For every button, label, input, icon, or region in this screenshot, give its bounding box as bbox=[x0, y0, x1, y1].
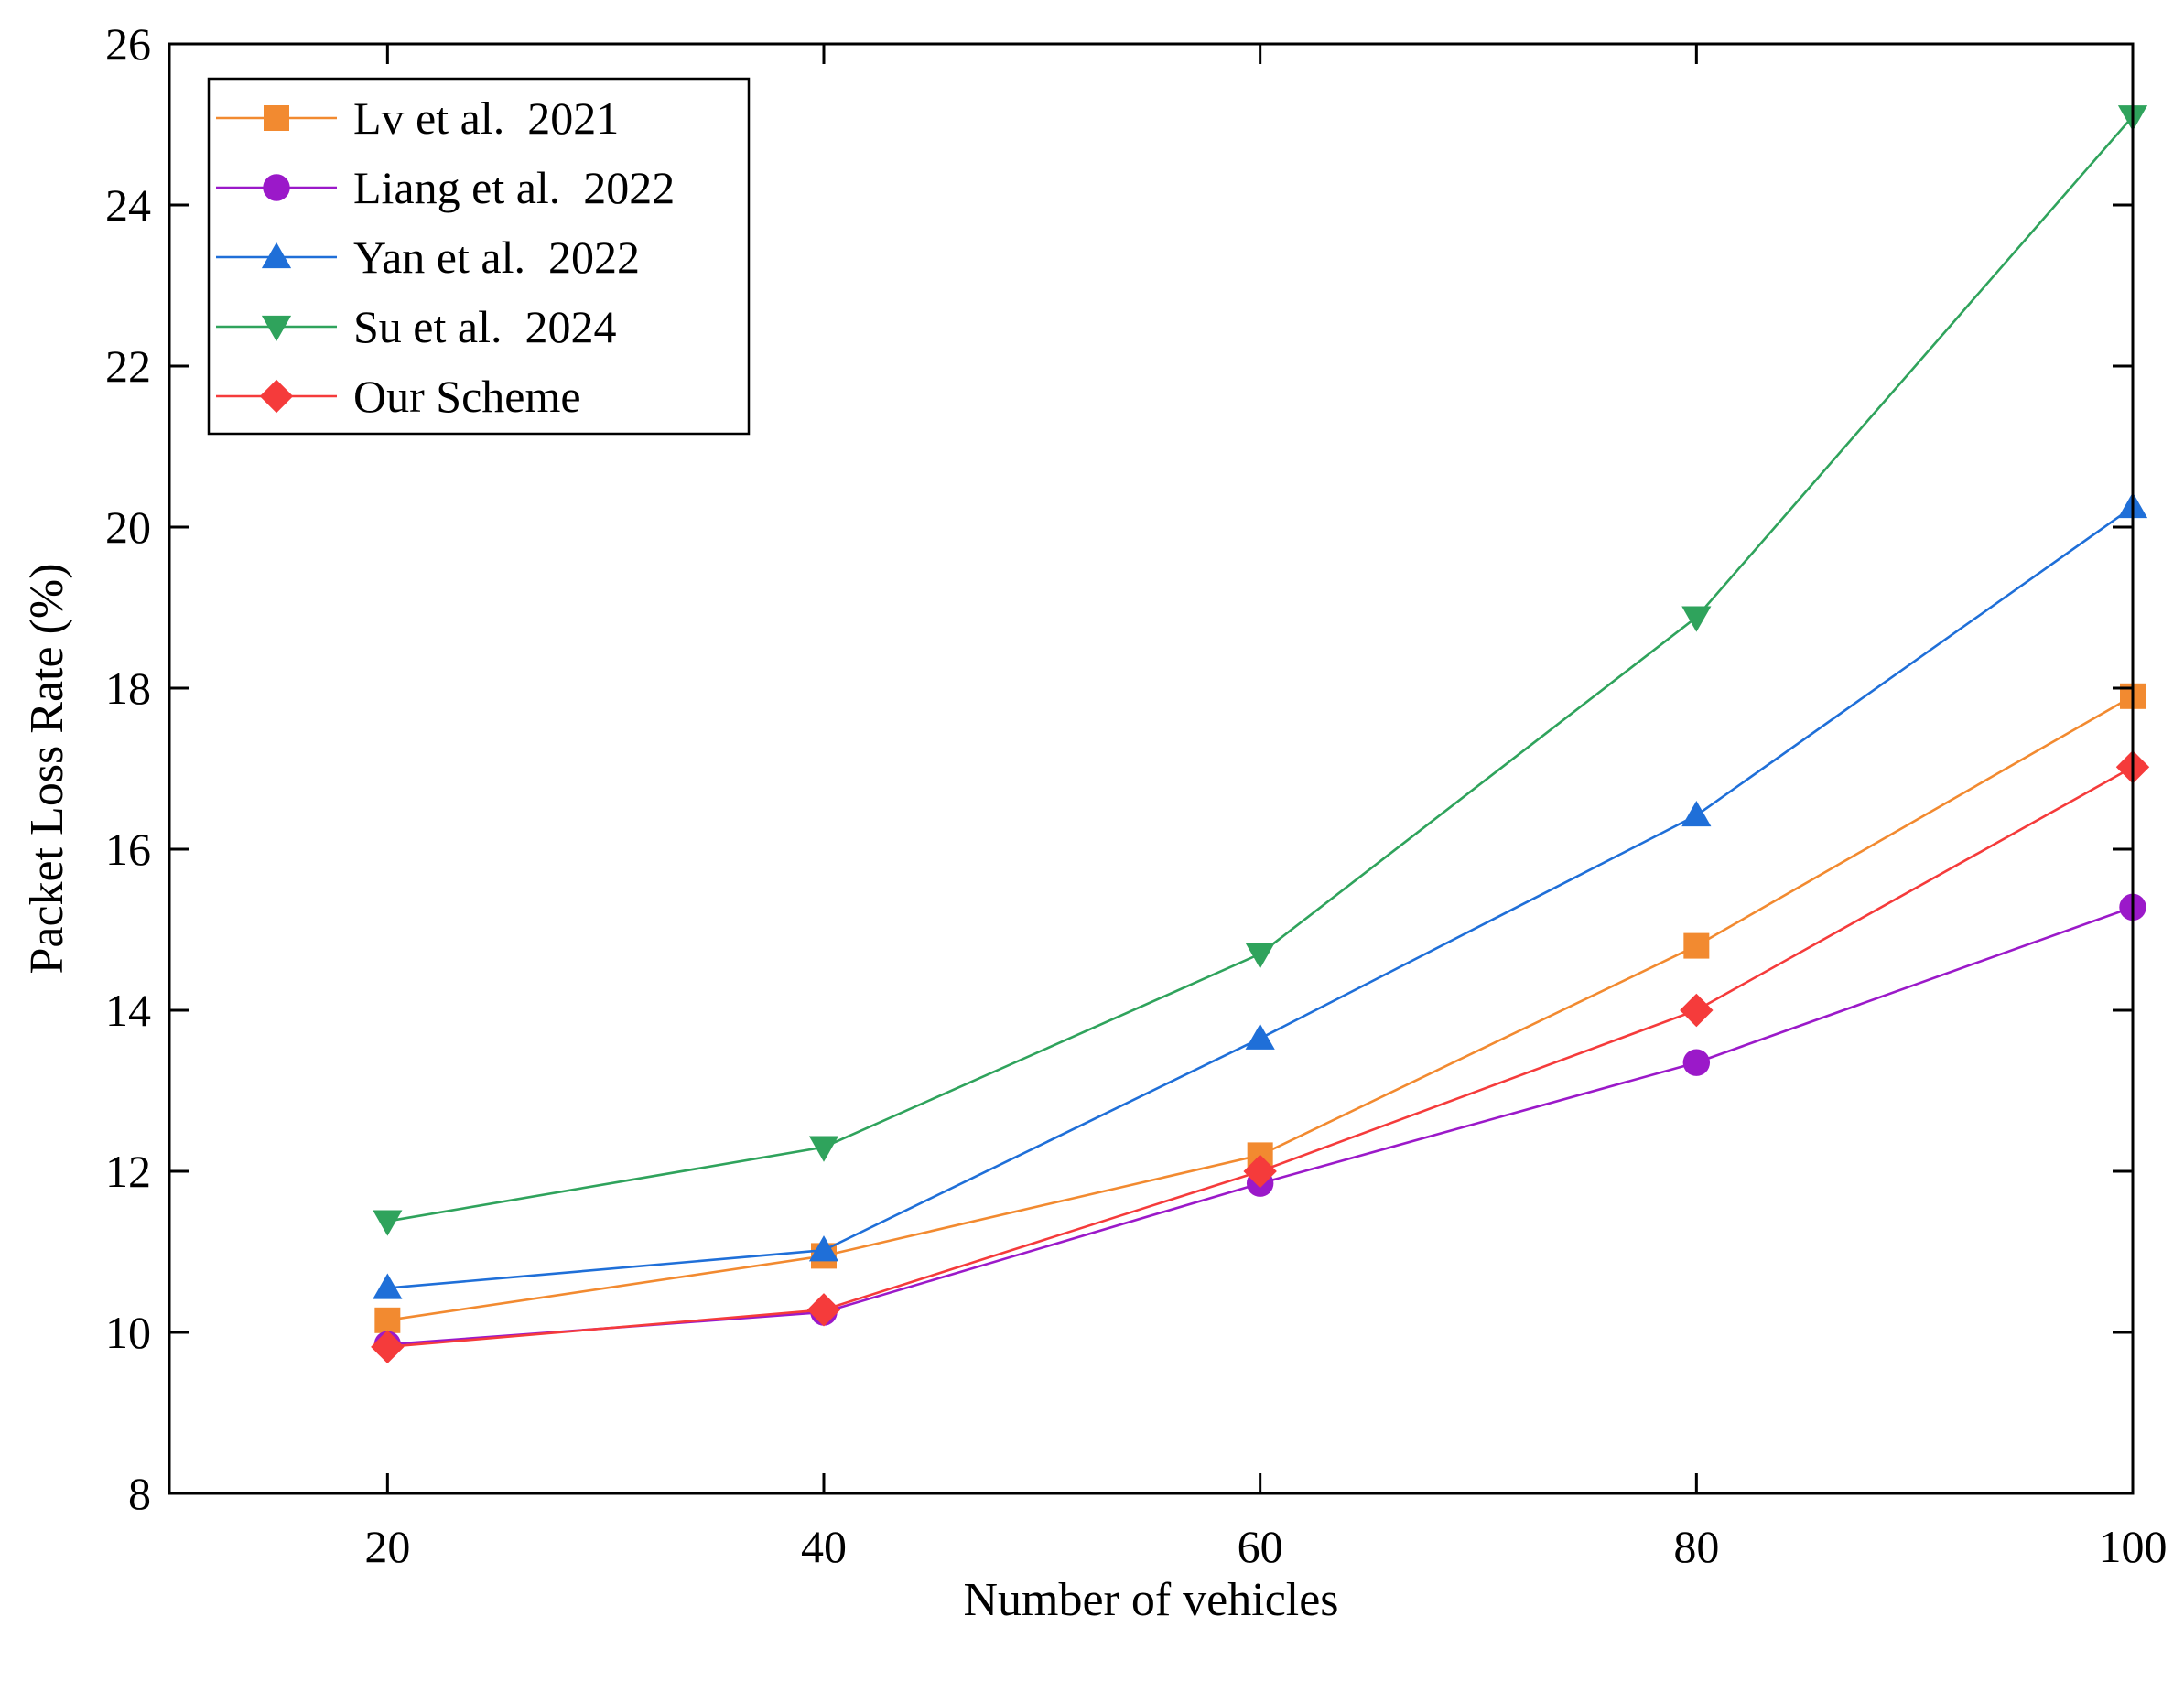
data-point bbox=[808, 1235, 839, 1262]
legend-item: Su et al. 2024 bbox=[216, 301, 616, 352]
y-tick-label: 22 bbox=[105, 340, 151, 392]
plot-frame bbox=[168, 42, 2135, 1495]
legend-item: Liang et al. 2022 bbox=[216, 162, 675, 213]
legend-marker bbox=[259, 379, 294, 414]
legend-item: Lv et al. 2021 bbox=[216, 92, 619, 144]
y-tick-label: 14 bbox=[105, 985, 151, 1036]
legend-marker bbox=[261, 242, 292, 269]
data-point bbox=[371, 1330, 405, 1364]
data-point bbox=[808, 1136, 839, 1162]
data-point bbox=[1680, 993, 1714, 1028]
x-tick-label: 60 bbox=[1238, 1521, 1283, 1572]
legend-marker bbox=[261, 315, 292, 342]
legend-label: Our Scheme bbox=[353, 371, 581, 422]
legend-label: Su et al. 2024 bbox=[353, 301, 616, 352]
y-tick-label: 10 bbox=[105, 1307, 151, 1358]
data-point bbox=[806, 1293, 841, 1327]
legend-label: Lv et al. 2021 bbox=[353, 92, 619, 144]
y-tick-label: 16 bbox=[105, 824, 151, 875]
y-axis-title: Packet Loss Rate (%) bbox=[21, 563, 73, 974]
y-tick-label: 12 bbox=[105, 1146, 151, 1197]
data-point bbox=[1245, 943, 1275, 969]
x-tick-label: 40 bbox=[801, 1521, 847, 1572]
data-point bbox=[373, 1210, 403, 1236]
data-point bbox=[373, 1273, 403, 1299]
y-tick-label: 20 bbox=[105, 501, 151, 553]
x-axis-title: Number of vehicles bbox=[963, 1574, 1338, 1626]
legend-marker bbox=[264, 105, 289, 131]
data-point bbox=[1682, 1049, 1711, 1076]
x-tick-label: 80 bbox=[1673, 1521, 1719, 1572]
x-tick-label: 20 bbox=[364, 1521, 410, 1572]
y-tick-label: 26 bbox=[105, 18, 151, 70]
data-point bbox=[1245, 1023, 1275, 1050]
series-layer bbox=[371, 105, 2150, 1364]
legend-item: Our Scheme bbox=[216, 371, 581, 422]
legend-marker bbox=[263, 174, 290, 201]
axis-layer: 8 10 12 14 16 18 20 22 24 26 20 40 60 80 100 bbox=[105, 18, 2168, 1572]
y-tick-label: 8 bbox=[128, 1468, 151, 1519]
y-tick-label: 18 bbox=[105, 663, 151, 714]
x-tick-label: 100 bbox=[2099, 1521, 2168, 1572]
data-point bbox=[374, 1307, 401, 1333]
y-tick-label: 24 bbox=[105, 179, 151, 231]
legend-item: Yan et al. 2022 bbox=[216, 232, 640, 283]
legend-label: Yan et al. 2022 bbox=[353, 232, 640, 283]
legend: Lv et al. 2021 Liang et al. 2022 Yan et al… bbox=[207, 77, 751, 436]
data-point bbox=[1681, 800, 1712, 827]
data-point bbox=[1683, 932, 1710, 959]
legend-label: Liang et al. 2022 bbox=[353, 162, 675, 213]
data-point bbox=[1681, 606, 1712, 632]
data-point bbox=[1243, 1154, 1277, 1189]
